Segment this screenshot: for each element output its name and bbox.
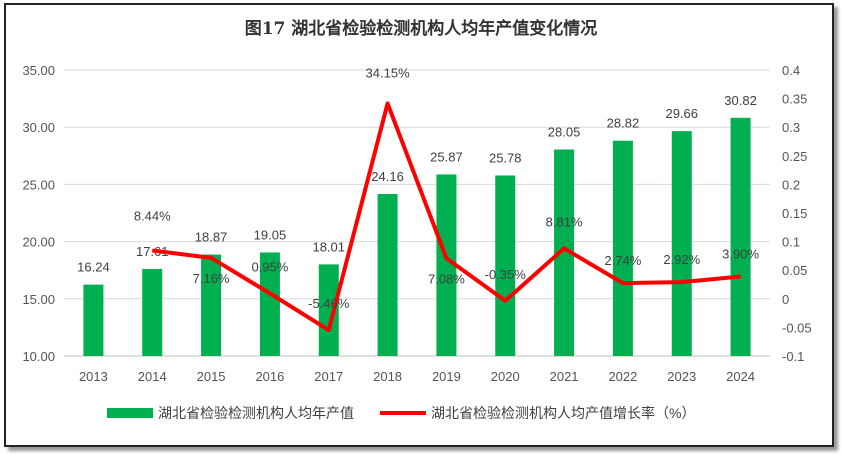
x-tick: 2019 — [432, 369, 461, 384]
chart-title: 图17 湖北省检验检测机构人均年产值变化情况 — [244, 19, 598, 39]
x-tick: 2018 — [373, 369, 402, 384]
line-data-label: 8.81% — [546, 214, 583, 229]
y-right-tick: -0.05 — [782, 320, 812, 335]
growth-line — [152, 101, 741, 333]
line-data-label: -0.35% — [485, 267, 527, 282]
bar-data-label: 30.82 — [724, 93, 757, 108]
x-tick: 2014 — [138, 369, 167, 384]
x-tick: 2024 — [726, 369, 755, 384]
bar-data-label: 24.16 — [371, 169, 404, 184]
legend-bar-label: 湖北省检验检测机构人均年产值 — [158, 405, 354, 421]
y-left-tick: 20.00 — [22, 235, 55, 250]
line-data-label: 2.92% — [663, 252, 700, 267]
x-tick: 2020 — [491, 369, 520, 384]
y-left-tick: 35.00 — [22, 63, 55, 78]
legend-bar-swatch — [107, 408, 153, 418]
bar — [377, 194, 398, 356]
x-tick: 2017 — [314, 369, 343, 384]
bar — [142, 268, 163, 356]
bar-data-label: 16.24 — [77, 260, 110, 275]
line-data-label: 2.74% — [604, 253, 641, 268]
y-right-tick: 0.3 — [782, 120, 800, 135]
line-data-label: 34.15% — [366, 65, 411, 80]
line-data-label: 0.95% — [251, 259, 288, 274]
y-right-tick: 0.2 — [782, 177, 800, 192]
x-tick: 2023 — [667, 369, 696, 384]
bar-data-label: 25.87 — [430, 149, 463, 164]
legend-line-label: 湖北省检验检测机构人均产值增长率（%） — [431, 405, 695, 421]
x-tick: 2016 — [255, 369, 284, 384]
bar — [612, 140, 633, 356]
bar — [259, 252, 280, 356]
bar-data-label: 29.66 — [665, 106, 698, 121]
y-right-tick: 0.25 — [782, 149, 807, 164]
bar-data-label: 28.05 — [548, 125, 581, 140]
y-left-tick: 30.00 — [22, 120, 55, 135]
chart-frame — [4, 3, 834, 447]
x-tick: 2022 — [608, 369, 637, 384]
bar-data-label: 19.05 — [254, 227, 287, 242]
bar — [83, 284, 104, 356]
x-tick: 2013 — [79, 369, 108, 384]
bar — [436, 174, 457, 356]
y-right-tick: 0.15 — [782, 206, 807, 221]
bar — [671, 131, 692, 356]
bar — [495, 175, 516, 356]
line-data-label: 7.16% — [193, 271, 230, 286]
y-left-tick: 10.00 — [22, 349, 55, 364]
bar — [318, 264, 339, 356]
y-left-tick: 25.00 — [22, 177, 55, 192]
y-right-tick: 0.35 — [782, 92, 807, 107]
x-tick: 2021 — [550, 369, 579, 384]
y-left-tick: 15.00 — [22, 292, 55, 307]
bar — [554, 149, 575, 356]
y-right-tick: -0.1 — [782, 349, 804, 364]
y-right-tick: 0.05 — [782, 263, 807, 278]
bar-data-label: 18.01 — [312, 239, 345, 254]
y-right-tick: 0 — [782, 292, 789, 307]
bar — [730, 117, 751, 356]
bar-data-label: 28.82 — [607, 116, 640, 131]
bar — [201, 254, 222, 356]
line-data-label: 7.08% — [428, 271, 465, 286]
bar-data-label: 25.78 — [489, 150, 522, 165]
line-data-label: 3.90% — [722, 246, 759, 261]
line-data-label: -5.46% — [308, 296, 350, 311]
y-right-tick: 0.4 — [782, 63, 800, 78]
y-right-tick: 0.1 — [782, 235, 800, 250]
x-tick: 2015 — [197, 369, 226, 384]
bar-data-label: 18.87 — [195, 230, 228, 245]
line-data-label: 8.44% — [134, 209, 171, 224]
